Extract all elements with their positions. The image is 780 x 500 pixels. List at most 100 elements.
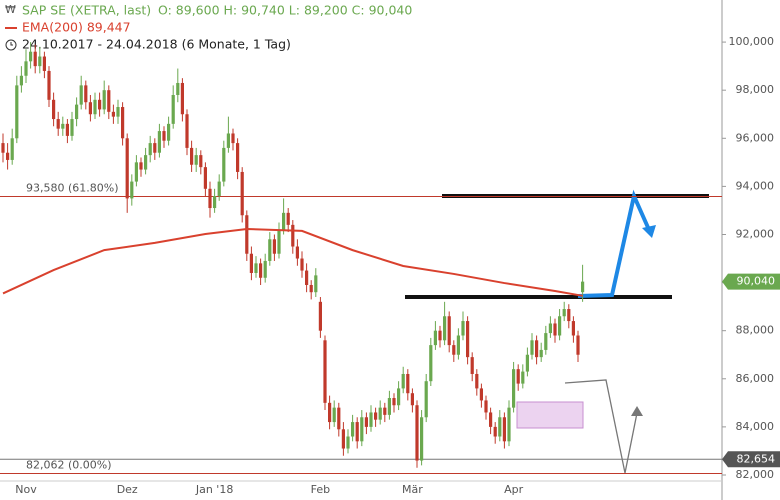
- candle-body: [502, 417, 506, 442]
- candle-body: [305, 270, 309, 285]
- candle-body: [581, 281, 585, 293]
- y-tick-label: 92,000: [736, 227, 775, 240]
- candle-body: [222, 147, 226, 182]
- candle-body: [157, 131, 161, 153]
- candle-body: [199, 155, 203, 168]
- candle-body: [447, 316, 451, 346]
- candle-body: [226, 133, 230, 148]
- candle-body: [70, 119, 74, 136]
- candle-body: [535, 340, 539, 358]
- candle-body: [134, 162, 138, 182]
- candle-body: [6, 152, 10, 160]
- candle-body: [65, 123, 69, 136]
- candle-body: [420, 417, 424, 461]
- candle-body: [562, 309, 566, 317]
- candle-body: [203, 167, 207, 189]
- arrow-head: [642, 225, 656, 238]
- candle-body: [277, 229, 281, 254]
- candle-body: [378, 407, 382, 420]
- candle-body: [61, 123, 65, 129]
- candle-body: [493, 426, 497, 437]
- candle-body: [489, 412, 493, 427]
- candle-body: [539, 349, 543, 358]
- x-tick-label: Jan '18: [195, 483, 233, 496]
- candle-body: [259, 263, 263, 278]
- candle-body: [479, 388, 483, 401]
- ohlc: O: 89,600 H: 90,740 L: 89,200 C: 90,040: [158, 3, 412, 18]
- candle-body: [286, 212, 290, 225]
- candle-body: [167, 123, 171, 141]
- candle-body: [323, 340, 327, 403]
- candle-body: [268, 239, 272, 261]
- candle-body: [116, 107, 120, 117]
- candle-body: [84, 85, 88, 103]
- candle-body: [571, 321, 575, 336]
- candle-body: [360, 417, 364, 442]
- candle-body: [240, 171, 244, 216]
- candle-body: [328, 402, 332, 423]
- candle-body: [111, 111, 115, 117]
- candle-body: [236, 143, 240, 172]
- candle-body: [98, 99, 102, 110]
- ema-line: [2, 227, 583, 297]
- candle-body: [102, 90, 106, 110]
- candle-body: [52, 99, 56, 120]
- candle-body: [461, 321, 465, 336]
- candle-body: [424, 381, 428, 418]
- candle-body: [318, 301, 322, 331]
- y-tick-label: 84,000: [736, 420, 775, 433]
- candle-body: [190, 147, 194, 165]
- y-tick-label: 96,000: [736, 131, 775, 144]
- candle-body: [498, 417, 502, 437]
- marker-price-box: [722, 451, 780, 468]
- y-tick-label: 88,000: [736, 324, 775, 337]
- candle-body: [553, 323, 557, 336]
- candle-body: [15, 85, 19, 139]
- candle-body: [429, 345, 433, 382]
- candle-body: [148, 143, 152, 156]
- candle-body: [521, 371, 525, 384]
- candle-body: [355, 422, 359, 442]
- candle-body: [314, 275, 318, 293]
- candle-body: [19, 75, 23, 86]
- y-tick-label: 98,000: [736, 83, 775, 96]
- projection-arrow: [564, 379, 638, 474]
- candle-body: [180, 82, 184, 115]
- candle-body: [282, 212, 286, 230]
- candle-body: [576, 335, 580, 355]
- candle-body: [291, 224, 295, 247]
- candle-body: [558, 316, 562, 336]
- candle-body: [512, 369, 516, 408]
- y-tick-label: 82,000: [736, 468, 775, 481]
- candle-body: [56, 119, 60, 129]
- candle-body: [516, 369, 520, 384]
- candle-body: [443, 316, 447, 341]
- candle-body: [208, 188, 212, 209]
- candle-body: [401, 373, 405, 389]
- candle-body: [88, 102, 92, 115]
- clock-hand: [10, 42, 13, 46]
- candle-body: [433, 330, 437, 346]
- candle-body: [415, 405, 419, 461]
- candle-body: [484, 400, 488, 413]
- level-label: 93,580 (61.80%): [26, 181, 119, 194]
- candle-body: [410, 393, 414, 406]
- candle-body: [217, 181, 221, 197]
- last-price-label: 90,040: [737, 275, 776, 288]
- candle-body: [47, 70, 51, 100]
- candle-body: [231, 133, 235, 144]
- candle-body: [249, 253, 253, 273]
- candle-body: [79, 85, 83, 105]
- candle-body: [125, 138, 129, 199]
- candle-body: [337, 407, 341, 430]
- candle-body: [369, 412, 373, 427]
- projection-arrow: [577, 189, 652, 298]
- candle-body: [548, 323, 552, 334]
- candle-body: [75, 104, 79, 120]
- candle-body: [24, 61, 28, 76]
- highlight-box: [516, 401, 584, 429]
- last-price-box: [722, 273, 780, 290]
- candle-body: [176, 82, 180, 95]
- candle-body: [397, 388, 401, 406]
